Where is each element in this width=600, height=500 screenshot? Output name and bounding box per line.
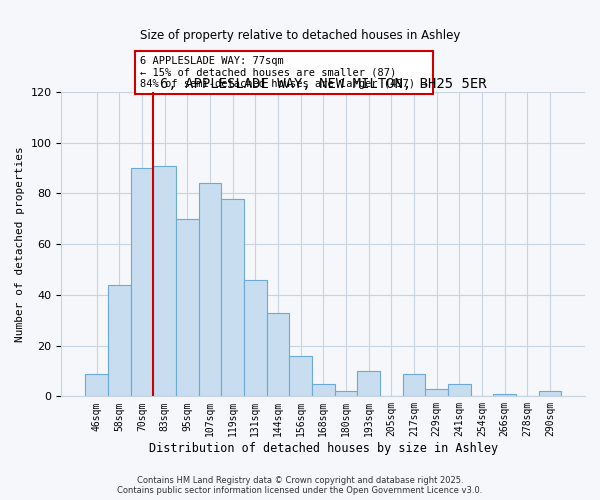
Bar xyxy=(199,184,221,396)
Bar xyxy=(448,384,470,396)
Bar xyxy=(493,394,516,396)
Y-axis label: Number of detached properties: Number of detached properties xyxy=(15,146,25,342)
Text: Size of property relative to detached houses in Ashley: Size of property relative to detached ho… xyxy=(140,28,460,42)
Text: 6 APPLESLADE WAY: 77sqm
← 15% of detached houses are smaller (87)
84% of semi-de: 6 APPLESLADE WAY: 77sqm ← 15% of detache… xyxy=(140,56,427,89)
Bar xyxy=(289,356,312,397)
Title: 6, APPLESLADE WAY, NEW MILTON, BH25 5ER: 6, APPLESLADE WAY, NEW MILTON, BH25 5ER xyxy=(160,77,487,91)
Bar xyxy=(131,168,153,396)
Bar xyxy=(425,388,448,396)
Bar xyxy=(108,285,131,397)
Bar xyxy=(335,392,357,396)
Bar xyxy=(244,280,266,396)
Bar xyxy=(357,371,380,396)
Bar xyxy=(85,374,108,396)
Bar xyxy=(403,374,425,396)
Bar xyxy=(266,312,289,396)
Text: Contains HM Land Registry data © Crown copyright and database right 2025.
Contai: Contains HM Land Registry data © Crown c… xyxy=(118,476,482,495)
Bar xyxy=(312,384,335,396)
Bar xyxy=(153,166,176,396)
X-axis label: Distribution of detached houses by size in Ashley: Distribution of detached houses by size … xyxy=(149,442,498,455)
Bar xyxy=(221,198,244,396)
Bar xyxy=(539,392,561,396)
Bar xyxy=(176,219,199,396)
